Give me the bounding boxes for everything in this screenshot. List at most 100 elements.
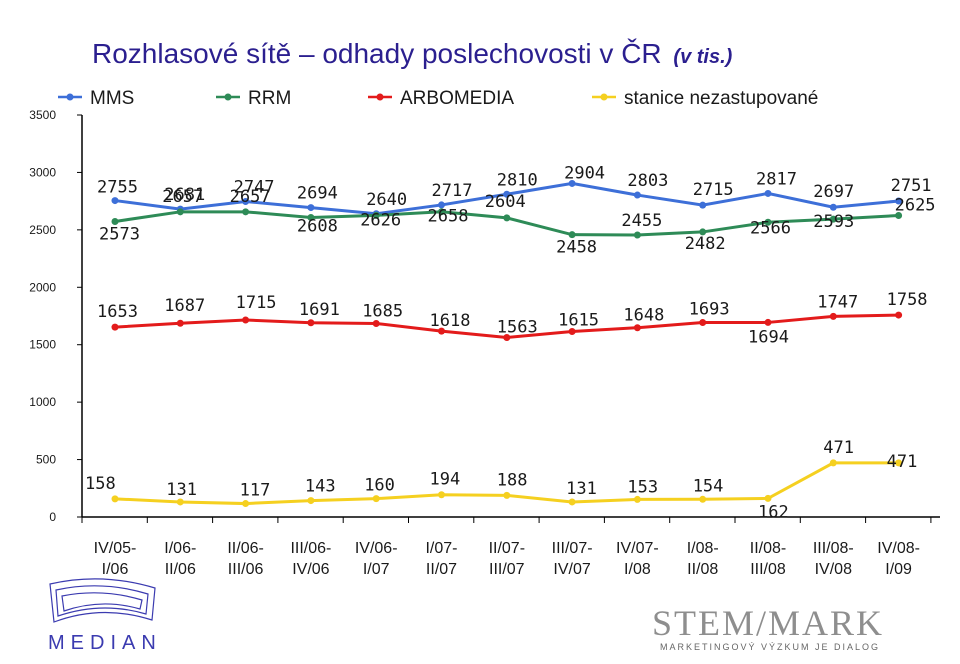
y-tick-label: 0 (49, 510, 56, 524)
data-point (699, 495, 707, 503)
data-point (307, 204, 315, 212)
x-tick-label: IV/07 (553, 561, 590, 578)
data-point (568, 498, 576, 506)
data-point (764, 189, 772, 197)
data-point (438, 491, 445, 499)
data-label: 471 (887, 452, 918, 472)
data-point (503, 333, 511, 341)
data-label: 2755 (97, 178, 138, 198)
x-tick-label: I/07 (363, 561, 390, 578)
data-label: 2482 (685, 234, 726, 254)
x-tick-label: II/08- (750, 540, 786, 557)
data-point (829, 215, 837, 223)
data-point (633, 231, 641, 239)
x-tick-label: I/06 (102, 561, 129, 578)
data-label: 1563 (497, 317, 538, 337)
data-label: 2803 (627, 171, 668, 191)
data-point (307, 497, 315, 505)
data-label: 1653 (97, 302, 138, 322)
median-logo (49, 578, 156, 623)
legend-label: RRM (248, 88, 291, 109)
data-point (568, 179, 576, 187)
data-label: 131 (166, 480, 197, 500)
data-label: 2566 (750, 218, 791, 238)
x-tick-label: IV/05- (94, 540, 137, 557)
x-tick-label: II/07 (426, 561, 457, 578)
legend-marker (600, 93, 608, 101)
x-tick-label: I/06- (164, 540, 196, 557)
data-point (307, 213, 315, 221)
data-point (242, 500, 250, 508)
data-point (764, 318, 772, 326)
data-point (307, 319, 315, 327)
x-tick-label: III/07 (489, 561, 525, 578)
data-point (503, 491, 511, 499)
data-label: 154 (693, 476, 724, 496)
x-tick-label: IV/08 (815, 561, 852, 578)
x-tick-label: III/06 (228, 561, 264, 578)
data-point (438, 201, 445, 209)
data-point (111, 217, 119, 225)
data-label: 2694 (297, 184, 338, 204)
data-point (242, 316, 250, 324)
data-label: 2697 (813, 182, 854, 202)
x-tick-label: III/08- (813, 540, 854, 557)
y-tick-label: 3000 (29, 165, 56, 179)
data-point (633, 495, 641, 503)
data-label: 2458 (556, 238, 597, 258)
data-label: 188 (497, 470, 528, 490)
x-tick-label: II/07- (489, 540, 525, 557)
x-tick-label: I/08 (624, 561, 651, 578)
data-label: 162 (758, 502, 789, 522)
data-label: 2626 (360, 210, 401, 230)
data-label: 153 (627, 477, 658, 497)
data-point (111, 197, 119, 205)
data-label: 194 (430, 470, 461, 490)
data-point (699, 201, 707, 209)
stemmark-tagline: MARKETINGOVÝ VÝZKUM JE DIALOG (660, 642, 881, 652)
data-label: 2751 (891, 176, 932, 196)
data-label: 117 (240, 481, 271, 501)
data-label: 1758 (887, 290, 928, 310)
legend-label: ARBOMEDIA (400, 88, 514, 109)
data-label: 1685 (362, 301, 403, 321)
data-point (895, 212, 903, 219)
data-label: 2717 (432, 181, 473, 201)
data-point (372, 495, 380, 503)
data-label: 2715 (693, 180, 734, 200)
x-tick-label: III/08 (750, 561, 786, 578)
data-label: 1694 (748, 327, 789, 347)
data-label: 1747 (817, 292, 858, 312)
legend-marker (376, 93, 384, 101)
chart-title: Rozhlasové sítě – odhady poslechovosti v… (92, 38, 732, 70)
data-label: 1648 (623, 306, 664, 326)
data-point (699, 319, 707, 327)
data-label: 2657 (162, 187, 203, 207)
data-label: 143 (305, 477, 336, 497)
data-point (176, 208, 184, 216)
legend-marker (224, 93, 232, 101)
data-point (438, 208, 445, 216)
data-point (242, 208, 250, 216)
x-tick-label: II/08 (687, 561, 718, 578)
data-point (111, 495, 119, 503)
data-label: 2573 (99, 224, 140, 244)
y-tick-label: 3500 (29, 108, 56, 122)
data-point (372, 319, 380, 327)
legend-label: stanice nezastupované (624, 88, 818, 109)
data-point (503, 214, 511, 222)
data-point (829, 312, 837, 320)
data-point (829, 203, 837, 211)
data-point (568, 231, 576, 239)
data-label: 2625 (895, 196, 936, 216)
data-point (568, 328, 576, 336)
x-tick-label: IV/06- (355, 540, 398, 557)
data-label: 2640 (366, 190, 407, 210)
y-tick-label: 2000 (29, 280, 56, 294)
legend-marker (66, 93, 74, 101)
median-logo-text: MEDIAN (48, 632, 162, 654)
data-label: 2810 (497, 170, 538, 190)
data-point (895, 311, 903, 319)
chart-title-main: Rozhlasové sítě – odhady poslechovosti v… (92, 38, 662, 69)
data-label: 2681 (164, 185, 205, 205)
